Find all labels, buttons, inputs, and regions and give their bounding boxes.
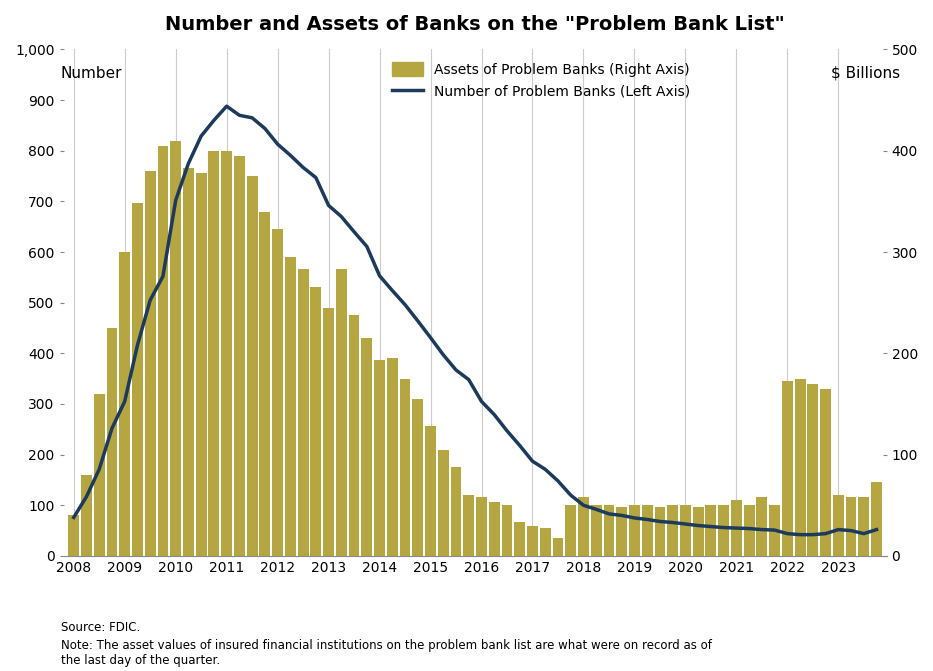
Bar — [795, 378, 805, 556]
Bar — [399, 378, 411, 556]
Bar — [667, 505, 678, 556]
Bar — [94, 394, 104, 556]
Bar — [68, 515, 79, 556]
Text: Source: FDIC.: Source: FDIC. — [61, 621, 140, 633]
Bar — [298, 269, 309, 556]
Bar — [170, 141, 181, 556]
Bar — [578, 497, 589, 556]
Bar — [514, 523, 525, 556]
Bar — [285, 257, 296, 556]
Bar — [718, 505, 729, 556]
Bar — [782, 380, 793, 556]
Bar — [234, 156, 244, 556]
Bar — [871, 482, 882, 556]
Text: Note: The asset values of insured financial institutions on the problem bank lis: Note: The asset values of insured financ… — [61, 639, 712, 667]
Bar — [858, 497, 870, 556]
Bar — [374, 360, 385, 556]
Bar — [692, 507, 703, 556]
Bar — [336, 269, 347, 556]
Bar — [196, 173, 206, 556]
Bar — [565, 505, 577, 556]
Title: Number and Assets of Banks on the "Problem Bank List": Number and Assets of Banks on the "Probl… — [165, 15, 785, 34]
Text: Number: Number — [61, 66, 122, 81]
Bar — [145, 171, 156, 556]
Bar — [617, 507, 627, 556]
Bar — [489, 502, 500, 556]
Bar — [527, 525, 538, 556]
Bar — [705, 505, 717, 556]
Bar — [769, 505, 780, 556]
Bar — [642, 505, 652, 556]
Bar — [183, 168, 194, 556]
Bar — [132, 203, 143, 556]
Bar — [464, 495, 474, 556]
Bar — [208, 151, 219, 556]
Legend: Assets of Problem Banks (Right Axis), Number of Problem Banks (Left Axis): Assets of Problem Banks (Right Axis), Nu… — [386, 56, 695, 104]
Bar — [680, 505, 690, 556]
Bar — [412, 399, 424, 556]
Bar — [221, 151, 232, 556]
Bar — [246, 176, 258, 556]
Text: $ Billions: $ Billions — [831, 66, 900, 81]
Bar — [629, 505, 640, 556]
Bar — [820, 389, 831, 556]
Bar — [807, 384, 818, 556]
Bar — [604, 505, 614, 556]
Bar — [451, 467, 462, 556]
Bar — [259, 211, 271, 556]
Bar — [731, 500, 742, 556]
Bar — [106, 328, 118, 556]
Bar — [744, 505, 755, 556]
Bar — [349, 315, 359, 556]
Bar — [655, 507, 665, 556]
Bar — [438, 450, 449, 556]
Bar — [311, 287, 321, 556]
Bar — [425, 426, 436, 556]
Bar — [502, 505, 512, 556]
Bar — [361, 338, 372, 556]
Bar — [476, 497, 487, 556]
Bar — [540, 527, 550, 556]
Bar — [833, 495, 843, 556]
Bar — [272, 229, 283, 556]
Bar — [323, 308, 334, 556]
Bar — [387, 358, 397, 556]
Bar — [591, 505, 602, 556]
Bar — [81, 475, 91, 556]
Bar — [757, 497, 767, 556]
Bar — [552, 537, 564, 556]
Bar — [845, 497, 856, 556]
Bar — [119, 252, 130, 556]
Bar — [158, 146, 168, 556]
